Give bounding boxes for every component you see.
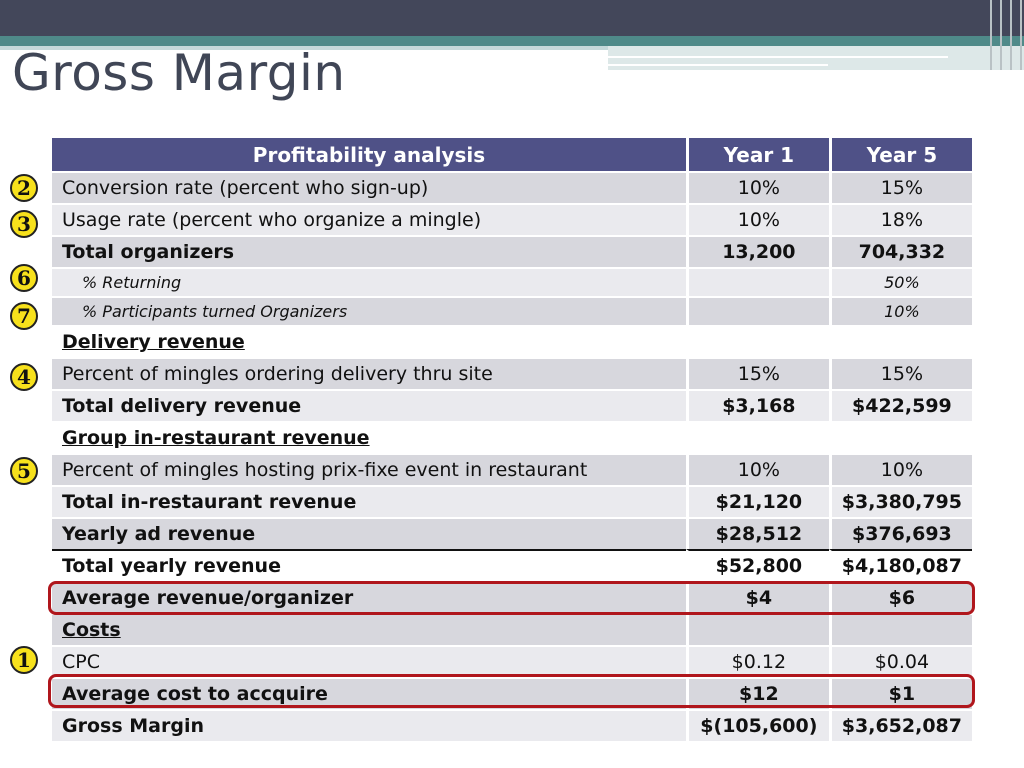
table-row: Yearly ad revenue $28,512 $376,693 — [52, 517, 972, 549]
year5-value: $3,652,087 — [828, 709, 972, 741]
teal-bar — [0, 36, 1024, 46]
slide-title: Gross Margin — [12, 44, 346, 102]
section-label-group-in-restaurant: Group in-restaurant revenue — [52, 421, 686, 453]
row-label: % Participants turned Organizers — [52, 296, 686, 325]
year5-value: $4,180,087 — [828, 549, 972, 581]
table-row: Gross Margin $(105,600) $3,652,087 — [52, 709, 972, 741]
year1-value — [685, 296, 829, 325]
table-row: % Returning 50% — [52, 267, 972, 296]
year1-value — [685, 613, 829, 645]
header-year-5: Year 5 — [828, 138, 972, 171]
year5-value: 704,332 — [828, 235, 972, 267]
table-row: Average cost to accquire $12 $1 — [52, 677, 972, 709]
row-label: CPC — [52, 645, 686, 677]
table-row: Total organizers 13,200 704,332 — [52, 235, 972, 267]
table-row: Average revenue/organizer $4 $6 — [52, 581, 972, 613]
year1-value — [685, 267, 829, 296]
row-label: Total yearly revenue — [52, 549, 686, 581]
section-label-costs: Costs — [52, 613, 686, 645]
table-row: Costs — [52, 613, 972, 645]
table-row: Conversion rate (percent who sign-up) 10… — [52, 171, 972, 203]
row-label: Conversion rate (percent who sign-up) — [52, 171, 686, 203]
year1-value: $28,512 — [685, 517, 829, 549]
badge-1: 1 — [10, 646, 38, 674]
teal-thin-bar — [0, 46, 610, 50]
year1-value — [685, 325, 829, 357]
year5-value: $6 — [828, 581, 972, 613]
year5-value: 10% — [828, 453, 972, 485]
row-label: Total delivery revenue — [52, 389, 686, 421]
table-row: CPC $0.12 $0.04 — [52, 645, 972, 677]
row-label: Percent of mingles hosting prix-fixe eve… — [52, 453, 686, 485]
year5-value: $376,693 — [828, 517, 972, 549]
year5-value: 18% — [828, 203, 972, 235]
row-label: % Returning — [52, 267, 686, 296]
year1-value: $21,120 — [685, 485, 829, 517]
year1-value — [685, 421, 829, 453]
badge-5: 5 — [10, 457, 38, 485]
badge-3: 3 — [10, 210, 38, 238]
year5-value: 50% — [828, 267, 972, 296]
year5-value — [828, 613, 972, 645]
row-label: Percent of mingles ordering delivery thr… — [52, 357, 686, 389]
decorative-line — [608, 56, 948, 58]
row-label: Yearly ad revenue — [52, 517, 686, 549]
year1-value: $12 — [685, 677, 829, 709]
badge-6: 6 — [10, 264, 38, 292]
section-label-delivery: Delivery revenue — [52, 325, 686, 357]
row-label: Total organizers — [52, 235, 686, 267]
table-row: Delivery revenue — [52, 325, 972, 357]
table-row: Percent of mingles hosting prix-fixe eve… — [52, 453, 972, 485]
highlight-average-cost — [48, 674, 975, 708]
year1-value: $(105,600) — [685, 709, 829, 741]
year1-value: 10% — [685, 171, 829, 203]
year5-value: $0.04 — [828, 645, 972, 677]
row-label: Usage rate (percent who organize a mingl… — [52, 203, 686, 235]
year5-value: $422,599 — [828, 389, 972, 421]
year5-value — [828, 421, 972, 453]
header-profitability-analysis: Profitability analysis — [52, 138, 686, 171]
top-bar — [0, 0, 1024, 36]
badge-2: 2 — [10, 174, 38, 202]
decorative-band — [608, 46, 1024, 70]
row-label: Total in-restaurant revenue — [52, 485, 686, 517]
year5-value: $1 — [828, 677, 972, 709]
highlight-average-revenue — [48, 581, 975, 615]
table-row: Percent of mingles ordering delivery thr… — [52, 357, 972, 389]
header-year-1: Year 1 — [685, 138, 829, 171]
table-row: Usage rate (percent who organize a mingl… — [52, 203, 972, 235]
badge-7: 7 — [10, 302, 38, 330]
year1-value: $3,168 — [685, 389, 829, 421]
year5-value: 10% — [828, 296, 972, 325]
year1-value: $0.12 — [685, 645, 829, 677]
year5-value: 15% — [828, 357, 972, 389]
decorative-vertical-lines — [988, 0, 1024, 70]
year1-value: 15% — [685, 357, 829, 389]
table-row: Total yearly revenue $52,800 $4,180,087 — [52, 549, 972, 581]
row-label: Average revenue/organizer — [52, 581, 686, 613]
year5-value: $3,380,795 — [828, 485, 972, 517]
row-label: Average cost to accquire — [52, 677, 686, 709]
year1-value: $52,800 — [685, 549, 829, 581]
badge-4: 4 — [10, 363, 38, 391]
row-label: Gross Margin — [52, 709, 686, 741]
year1-value: 13,200 — [685, 235, 829, 267]
table-header-row: Profitability analysis Year 1 Year 5 — [52, 138, 972, 171]
table-row: Total delivery revenue $3,168 $422,599 — [52, 389, 972, 421]
year5-value — [828, 325, 972, 357]
year1-value: 10% — [685, 453, 829, 485]
year5-value: 15% — [828, 171, 972, 203]
decorative-line — [608, 64, 828, 66]
year1-value: 10% — [685, 203, 829, 235]
table-row: % Participants turned Organizers 10% — [52, 296, 972, 325]
table-row: Group in-restaurant revenue — [52, 421, 972, 453]
profitability-table: Profitability analysis Year 1 Year 5 Con… — [52, 138, 972, 741]
table-row: Total in-restaurant revenue $21,120 $3,3… — [52, 485, 972, 517]
